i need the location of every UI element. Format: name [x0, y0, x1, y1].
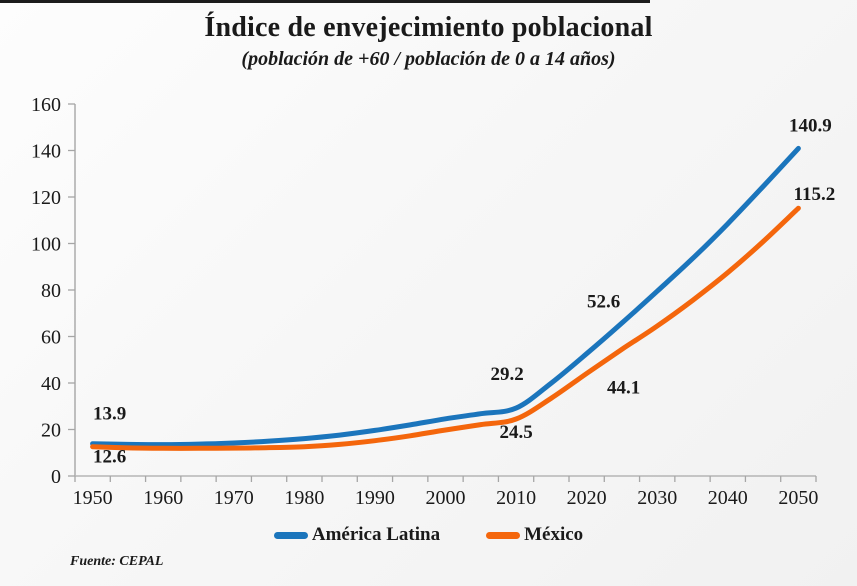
- legend-swatch-mexico: [486, 531, 521, 539]
- legend-item-america-latina: América Latina: [273, 524, 441, 546]
- legend-label-mexico: México: [524, 524, 584, 545]
- svg-text:1960: 1960: [143, 487, 183, 509]
- svg-text:52.6: 52.6: [587, 292, 620, 313]
- svg-text:2050: 2050: [778, 487, 818, 509]
- svg-text:80: 80: [41, 280, 61, 302]
- legend-swatch-america-latina: [273, 531, 308, 539]
- source-note: Fuente: CEPAL: [70, 554, 164, 569]
- svg-text:12.6: 12.6: [93, 447, 126, 468]
- svg-text:1950: 1950: [73, 487, 113, 509]
- svg-text:2030: 2030: [637, 487, 677, 509]
- svg-text:2010: 2010: [496, 487, 536, 509]
- svg-text:100: 100: [31, 234, 61, 256]
- svg-text:13.9: 13.9: [93, 404, 126, 425]
- svg-text:115.2: 115.2: [794, 184, 836, 205]
- svg-text:40: 40: [41, 373, 61, 395]
- svg-text:120: 120: [31, 187, 61, 209]
- svg-text:1980: 1980: [284, 487, 324, 509]
- chart-subtitle: (población de +60 / población de 0 a 14 …: [241, 48, 616, 70]
- svg-text:24.5: 24.5: [499, 422, 532, 443]
- svg-text:29.2: 29.2: [490, 364, 523, 385]
- svg-text:0: 0: [51, 466, 61, 488]
- svg-text:2020: 2020: [567, 487, 607, 509]
- svg-text:160: 160: [31, 94, 61, 116]
- svg-text:2000: 2000: [426, 487, 466, 509]
- svg-text:140.9: 140.9: [789, 115, 832, 136]
- legend-item-mexico: México: [486, 524, 583, 546]
- chart-title: Índice de envejecimiento poblacional: [204, 12, 653, 43]
- legend-label-america-latina: América Latina: [311, 524, 441, 545]
- chart-legend: América Latina México: [0, 524, 857, 546]
- top-border-artifact: [0, 0, 650, 3]
- svg-text:60: 60: [41, 327, 61, 349]
- svg-text:20: 20: [41, 420, 61, 442]
- svg-text:2040: 2040: [708, 487, 748, 509]
- svg-text:1990: 1990: [355, 487, 395, 509]
- svg-text:1970: 1970: [214, 487, 254, 509]
- svg-text:140: 140: [31, 141, 61, 163]
- svg-text:44.1: 44.1: [607, 377, 640, 398]
